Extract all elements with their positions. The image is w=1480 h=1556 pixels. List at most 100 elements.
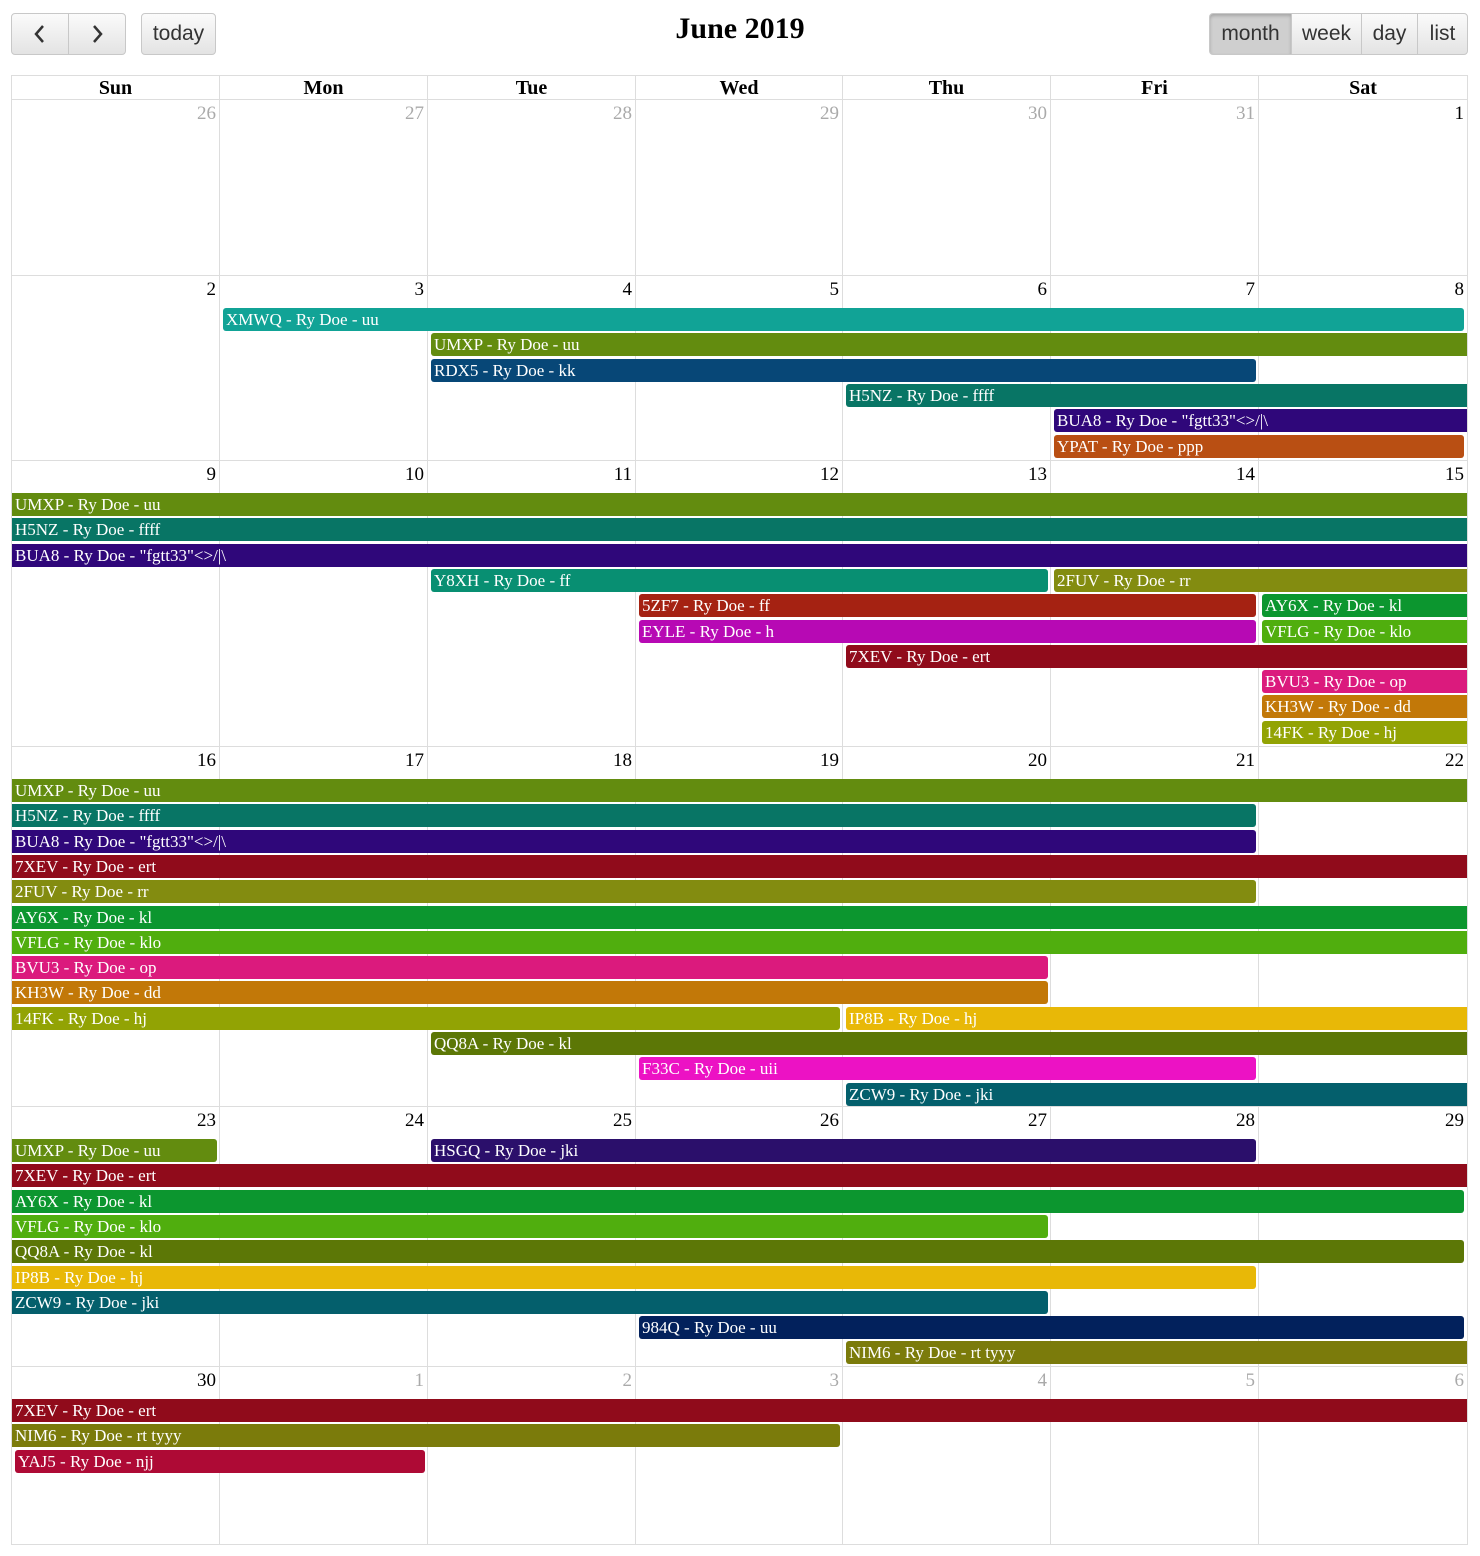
- day-number[interactable]: 18: [613, 750, 632, 771]
- day-cell[interactable]: 3: [636, 1367, 843, 1545]
- calendar-event[interactable]: BUA8 - Ry Doe - "fgtt33"<>/|\: [12, 830, 1256, 853]
- day-number[interactable]: 26: [197, 103, 216, 124]
- day-number[interactable]: 9: [206, 464, 217, 485]
- calendar-event[interactable]: UMXP - Ry Doe - uu: [12, 1139, 217, 1162]
- day-number[interactable]: 23: [197, 1110, 216, 1131]
- day-number[interactable]: 1: [414, 1370, 425, 1391]
- day-number[interactable]: 5: [1245, 1370, 1256, 1391]
- calendar-event[interactable]: QQ8A - Ry Doe - kl: [431, 1032, 1467, 1055]
- day-number[interactable]: 4: [622, 279, 633, 300]
- calendar-event[interactable]: KH3W - Ry Doe - dd: [1262, 695, 1467, 718]
- view-day-button[interactable]: day: [1361, 13, 1418, 55]
- day-number[interactable]: 26: [820, 1110, 839, 1131]
- day-number[interactable]: 30: [197, 1370, 216, 1391]
- day-cell[interactable]: 22: [1259, 747, 1467, 1106]
- day-cell[interactable]: 26: [12, 100, 220, 275]
- day-number[interactable]: 3: [414, 279, 425, 300]
- day-cell[interactable]: 30: [843, 100, 1051, 275]
- calendar-event[interactable]: BVU3 - Ry Doe - op: [12, 956, 1048, 979]
- today-button[interactable]: today: [141, 13, 216, 55]
- calendar-event[interactable]: XMWQ - Ry Doe - uu: [223, 308, 1464, 331]
- day-number[interactable]: 6: [1037, 279, 1048, 300]
- day-number[interactable]: 16: [197, 750, 216, 771]
- calendar-event[interactable]: KH3W - Ry Doe - dd: [12, 981, 1048, 1004]
- day-cell[interactable]: 28: [1051, 1107, 1259, 1366]
- day-cell[interactable]: 27: [843, 1107, 1051, 1366]
- calendar-event[interactable]: NIM6 - Ry Doe - rt tyyy: [12, 1424, 840, 1447]
- day-number[interactable]: 12: [820, 464, 839, 485]
- calendar-event[interactable]: EYLE - Ry Doe - h: [639, 620, 1256, 643]
- day-cell[interactable]: 14: [1051, 461, 1259, 746]
- day-number[interactable]: 21: [1236, 750, 1255, 771]
- day-number[interactable]: 15: [1445, 464, 1464, 485]
- calendar-event[interactable]: VFLG - Ry Doe - klo: [12, 1215, 1048, 1238]
- day-cell[interactable]: 1: [1259, 100, 1467, 275]
- day-number[interactable]: 24: [405, 1110, 424, 1131]
- calendar-event[interactable]: YPAT - Ry Doe - ppp: [1054, 435, 1464, 458]
- calendar-event[interactable]: BVU3 - Ry Doe - op: [1262, 670, 1467, 693]
- calendar-event[interactable]: BUA8 - Ry Doe - "fgtt33"<>/|\: [12, 544, 1467, 567]
- calendar-event[interactable]: NIM6 - Ry Doe - rt tyyy: [846, 1341, 1467, 1364]
- calendar-event[interactable]: ZCW9 - Ry Doe - jki: [846, 1083, 1467, 1106]
- day-cell[interactable]: 3: [220, 276, 428, 460]
- calendar-event[interactable]: AY6X - Ry Doe - kl: [12, 906, 1467, 929]
- day-cell[interactable]: 10: [220, 461, 428, 746]
- calendar-event[interactable]: IP8B - Ry Doe - hj: [12, 1266, 1256, 1289]
- day-number[interactable]: 30: [1028, 103, 1047, 124]
- day-number[interactable]: 2: [206, 279, 217, 300]
- day-cell[interactable]: 28: [428, 100, 636, 275]
- calendar-event[interactable]: F33C - Ry Doe - uii: [639, 1057, 1256, 1080]
- day-number[interactable]: 29: [1445, 1110, 1464, 1131]
- day-cell[interactable]: 7: [1051, 276, 1259, 460]
- calendar-event[interactable]: 2FUV - Ry Doe - rr: [12, 880, 1256, 903]
- day-number[interactable]: 13: [1028, 464, 1047, 485]
- day-cell[interactable]: 1: [220, 1367, 428, 1545]
- day-number[interactable]: 29: [820, 103, 839, 124]
- day-cell[interactable]: 15: [1259, 461, 1467, 746]
- day-cell[interactable]: 29: [1259, 1107, 1467, 1366]
- calendar-event[interactable]: VFLG - Ry Doe - klo: [1262, 620, 1467, 643]
- calendar-event[interactable]: AY6X - Ry Doe - kl: [12, 1190, 1464, 1213]
- view-month-button[interactable]: month: [1209, 13, 1292, 55]
- day-number[interactable]: 28: [613, 103, 632, 124]
- calendar-event[interactable]: H5NZ - Ry Doe - ffff: [12, 518, 1467, 541]
- day-number[interactable]: 1: [1454, 103, 1465, 124]
- day-number[interactable]: 14: [1236, 464, 1255, 485]
- calendar-event[interactable]: 7XEV - Ry Doe - ert: [12, 855, 1467, 878]
- day-number[interactable]: 5: [829, 279, 840, 300]
- day-number[interactable]: 20: [1028, 750, 1047, 771]
- day-number[interactable]: 22: [1445, 750, 1464, 771]
- calendar-event[interactable]: UMXP - Ry Doe - uu: [431, 333, 1467, 356]
- calendar-event[interactable]: 7XEV - Ry Doe - ert: [12, 1399, 1467, 1422]
- day-cell[interactable]: 4: [843, 1367, 1051, 1545]
- day-number[interactable]: 7: [1245, 279, 1256, 300]
- day-cell[interactable]: 11: [428, 461, 636, 746]
- calendar-event[interactable]: ZCW9 - Ry Doe - jki: [12, 1291, 1048, 1314]
- day-number[interactable]: 25: [613, 1110, 632, 1131]
- calendar-event[interactable]: 14FK - Ry Doe - hj: [12, 1007, 840, 1030]
- view-list-button[interactable]: list: [1417, 13, 1468, 55]
- day-number[interactable]: 4: [1037, 1370, 1048, 1391]
- day-number[interactable]: 31: [1236, 103, 1255, 124]
- day-cell[interactable]: 2: [12, 276, 220, 460]
- day-cell[interactable]: 27: [220, 100, 428, 275]
- day-number[interactable]: 8: [1454, 279, 1465, 300]
- day-number[interactable]: 17: [405, 750, 424, 771]
- calendar-event[interactable]: UMXP - Ry Doe - uu: [12, 779, 1467, 802]
- calendar-event[interactable]: UMXP - Ry Doe - uu: [12, 493, 1467, 516]
- day-number[interactable]: 27: [1028, 1110, 1047, 1131]
- calendar-event[interactable]: Y8XH - Ry Doe - ff: [431, 569, 1048, 592]
- calendar-event[interactable]: YAJ5 - Ry Doe - njj: [15, 1450, 425, 1473]
- calendar-event[interactable]: 2FUV - Ry Doe - rr: [1054, 569, 1467, 592]
- day-number[interactable]: 6: [1454, 1370, 1465, 1391]
- calendar-event[interactable]: QQ8A - Ry Doe - kl: [12, 1240, 1464, 1263]
- day-number[interactable]: 27: [405, 103, 424, 124]
- calendar-event[interactable]: AY6X - Ry Doe - kl: [1262, 594, 1467, 617]
- day-cell[interactable]: 8: [1259, 276, 1467, 460]
- calendar-event[interactable]: 7XEV - Ry Doe - ert: [846, 645, 1467, 668]
- day-number[interactable]: 3: [829, 1370, 840, 1391]
- calendar-event[interactable]: HSGQ - Ry Doe - jki: [431, 1139, 1256, 1162]
- day-number[interactable]: 2: [622, 1370, 633, 1391]
- day-cell[interactable]: 2: [428, 1367, 636, 1545]
- calendar-event[interactable]: H5NZ - Ry Doe - ffff: [846, 384, 1467, 407]
